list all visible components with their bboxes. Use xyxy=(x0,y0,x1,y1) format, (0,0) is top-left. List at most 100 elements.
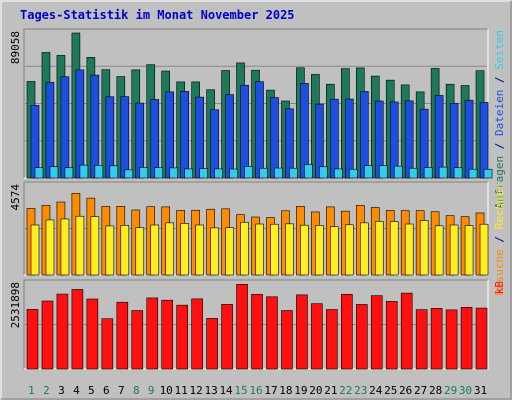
bar-dateien-day-11 xyxy=(180,91,189,179)
y-axis-max-label: 89058 xyxy=(9,31,22,64)
x-tick-label: 4 xyxy=(73,384,80,397)
legend-entry: / xyxy=(493,229,506,249)
bar-seiten-day-19 xyxy=(304,164,313,179)
bar-kb-day-11 xyxy=(176,304,188,370)
bar-rechner-day-28 xyxy=(434,225,444,276)
bar-seiten-day-28 xyxy=(438,166,448,179)
x-tick-label: 30 xyxy=(459,384,472,397)
legend-label: Anfragen / Dateien / Seiten xyxy=(493,30,506,209)
bar-seiten-day-16 xyxy=(259,167,268,179)
bar-kb-day-5 xyxy=(86,298,99,370)
x-tick-label: 7 xyxy=(118,384,125,397)
x-tick-label: 24 xyxy=(369,384,383,397)
panel-border-shadow xyxy=(23,28,488,178)
bar-seiten-day-17 xyxy=(274,167,283,179)
bar-rechner-day-5 xyxy=(90,216,100,276)
legend-label: Besuche / Rechner xyxy=(493,183,506,296)
bar-seiten-day-26 xyxy=(408,167,418,179)
bar-dateien-day-21 xyxy=(330,98,339,179)
legend-entry: / xyxy=(493,70,506,90)
chart-panel-3: 2531898 kB xyxy=(9,279,506,370)
x-tick-label: 1 xyxy=(28,384,35,397)
bar-rechner-day-23 xyxy=(359,222,369,276)
bar-kb-day-23 xyxy=(355,304,368,370)
bar-dateien-day-10 xyxy=(165,91,175,179)
bar-kb-day-17 xyxy=(266,296,278,370)
bar-rechner-day-17 xyxy=(270,223,279,276)
bar-dateien-day-18 xyxy=(285,108,294,179)
bar-rechner-day-6 xyxy=(105,225,115,276)
x-tick-label: 26 xyxy=(399,384,412,397)
bar-kb-day-22 xyxy=(341,293,353,370)
bar-seiten-day-27 xyxy=(423,167,433,179)
bar-dateien-day-17 xyxy=(270,97,279,179)
chart-panels: 89058 Anfragen / Dateien / Seiten 4574 Besu… xyxy=(9,28,506,370)
bar-rechner-day-1 xyxy=(30,224,40,276)
bar-seiten-day-11 xyxy=(184,168,193,179)
x-tick-label: 28 xyxy=(429,384,442,397)
bar-rechner-day-25 xyxy=(389,221,399,276)
chart-panel-1: 89058 Anfragen / Dateien / Seiten xyxy=(9,28,506,209)
x-tick-label: 15 xyxy=(234,384,247,397)
x-tick-label: 2 xyxy=(43,384,50,397)
bar-dateien-day-9 xyxy=(150,99,160,179)
series-rechner xyxy=(30,215,489,276)
bar-kb-day-28 xyxy=(430,308,443,370)
x-tick-label: 20 xyxy=(309,384,322,397)
bar-dateien-day-14 xyxy=(225,94,234,179)
bar-dateien-day-12 xyxy=(195,96,204,179)
bar-rechner-day-24 xyxy=(374,220,384,276)
bar-rechner-day-2 xyxy=(45,219,55,276)
bar-seiten-day-10 xyxy=(169,167,179,179)
legend-entry: Anfragen xyxy=(493,156,506,209)
bar-kb-day-7 xyxy=(116,301,129,370)
bar-seiten-day-29 xyxy=(453,167,463,179)
bar-kb-day-3 xyxy=(56,293,69,370)
bar-seiten-day-5 xyxy=(94,165,104,179)
bar-rechner-day-4 xyxy=(75,215,85,276)
x-tick-label: 21 xyxy=(324,384,337,397)
legend-entry: Seiten xyxy=(493,30,506,70)
bar-seiten-day-18 xyxy=(289,167,298,179)
bar-rechner-day-16 xyxy=(255,223,264,276)
x-axis-labels: 1 2 3 4 5 6 7 8 9 10 11 12 13 14 15 16 17 18 19 20 21 22 23 24 2… xyxy=(28,384,487,397)
bar-seiten-day-6 xyxy=(109,165,119,179)
series-seiten xyxy=(34,164,493,179)
x-tick-label: 9 xyxy=(148,384,155,397)
x-tick-label: 13 xyxy=(204,384,217,397)
chart-panel-2: 4574 Besuche / Rechner xyxy=(9,181,506,296)
x-tick-label: 5 xyxy=(88,384,95,397)
bar-seiten-day-22 xyxy=(349,168,358,179)
bar-seiten-day-3 xyxy=(64,167,74,179)
bar-seiten-day-1 xyxy=(34,167,44,179)
x-tick-label: 16 xyxy=(249,384,262,397)
bar-kb-day-1 xyxy=(26,309,39,370)
legend-label: kB xyxy=(493,281,506,295)
bar-rechner-day-20 xyxy=(315,225,324,276)
bar-seiten-day-9 xyxy=(154,167,164,179)
bar-rechner-day-13 xyxy=(210,227,219,276)
y-axis-max-label: 2531898 xyxy=(9,282,22,328)
bar-dateien-day-8 xyxy=(135,102,145,179)
bar-rechner-day-15 xyxy=(240,221,249,276)
bar-seiten-day-21 xyxy=(334,168,343,179)
bar-rechner-day-3 xyxy=(60,218,70,276)
x-tick-label: 19 xyxy=(294,384,307,397)
bar-kb-day-29 xyxy=(445,309,458,370)
x-tick-label: 14 xyxy=(219,384,233,397)
x-tick-label: 6 xyxy=(103,384,110,397)
bar-dateien-day-30 xyxy=(464,99,474,179)
bar-kb-day-18 xyxy=(281,310,293,370)
x-tick-label: 11 xyxy=(175,384,188,397)
bar-kb-day-25 xyxy=(385,301,398,370)
bar-rechner-day-22 xyxy=(345,224,354,276)
bar-kb-day-27 xyxy=(415,309,428,370)
bar-kb-day-13 xyxy=(206,318,218,370)
bar-rechner-day-31 xyxy=(479,223,489,276)
bar-rechner-day-11 xyxy=(180,223,189,276)
bar-seiten-day-8 xyxy=(139,167,149,179)
bar-dateien-day-29 xyxy=(449,102,459,179)
legend-entry: / xyxy=(493,136,506,156)
